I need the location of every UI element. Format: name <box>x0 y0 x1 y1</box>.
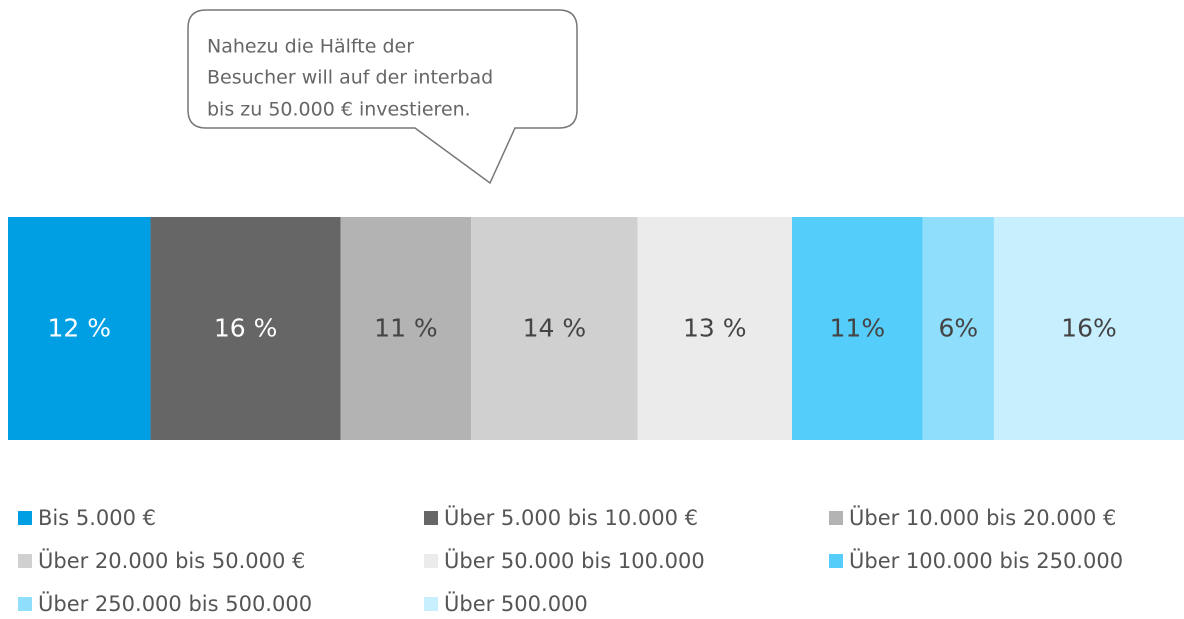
bar-segment <box>637 217 792 440</box>
callout-text: Besucher will auf der interbad <box>207 67 493 89</box>
bar-segment <box>471 217 638 440</box>
value-label: 11 % <box>374 314 438 343</box>
legend-text: Über 20.000 bis 50.000 € <box>38 548 305 573</box>
legend-swatch <box>424 554 438 568</box>
callout-bubble <box>187 9 578 185</box>
callout-text: bis zu 50.000 € investieren. <box>207 99 471 121</box>
legend-swatch <box>424 597 438 611</box>
value-label: 12 % <box>48 314 112 343</box>
value-label: 14 % <box>523 314 587 343</box>
legend-text: Über 10.000 bis 20.000 € <box>849 505 1116 530</box>
legend-text: Über 50.000 bis 100.000 <box>444 548 705 573</box>
legend-text: Über 500.000 <box>444 591 588 616</box>
value-label: 6% <box>938 314 978 343</box>
bar-segment <box>792 217 923 440</box>
bar-segment <box>8 217 151 440</box>
legend-swatch <box>18 511 32 525</box>
legend-swatch <box>829 554 843 568</box>
legend-swatch <box>829 511 843 525</box>
legend-swatch <box>424 511 438 525</box>
legend-swatch <box>18 597 32 611</box>
value-label: 16 % <box>214 314 278 343</box>
legend-text: Über 250.000 bis 500.000 <box>38 591 312 616</box>
bar-segment <box>150 217 341 440</box>
value-label: 11% <box>830 314 886 343</box>
bar-segment <box>340 217 472 440</box>
bar-segment <box>922 217 994 440</box>
callout-text: Nahezu die Hälfte der <box>207 36 414 58</box>
legend-swatch <box>18 554 32 568</box>
legend-text: Bis 5.000 € <box>38 506 156 530</box>
legend-text: Über 5.000 bis 10.000 € <box>444 505 698 530</box>
value-label: 13 % <box>683 314 747 343</box>
legend-text: Über 100.000 bis 250.000 <box>849 548 1123 573</box>
bar-segment <box>993 217 1184 440</box>
value-label: 16% <box>1061 314 1117 343</box>
